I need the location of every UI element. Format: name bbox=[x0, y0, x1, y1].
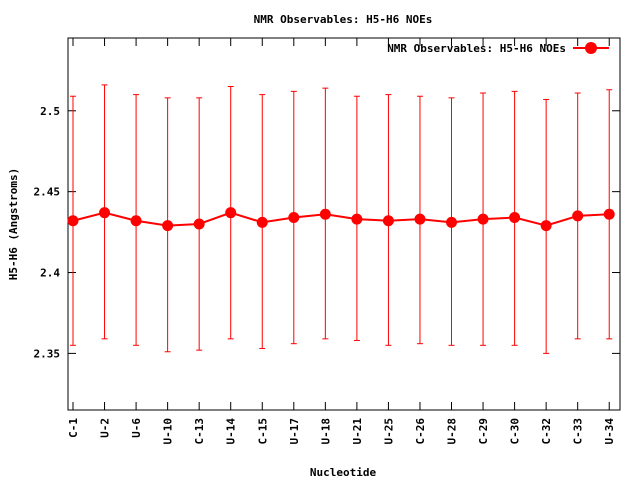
data-point bbox=[446, 216, 458, 228]
x-axis: C-1 U-2 U-6 U-10 C-13 U-14 C-15 U-17 U-18 U-21 U-2… bbox=[67, 38, 616, 445]
x-tick-label: U-14 bbox=[225, 418, 238, 445]
data-point bbox=[477, 213, 489, 225]
x-axis-label: Nucleotide bbox=[310, 466, 377, 479]
data-point bbox=[130, 215, 142, 227]
x-tick-label: U-6 bbox=[130, 418, 143, 438]
data-point bbox=[256, 216, 268, 228]
data-point bbox=[288, 212, 300, 224]
x-tick-label: U-10 bbox=[162, 418, 175, 445]
x-tick-label: U-17 bbox=[288, 418, 301, 445]
data-point bbox=[67, 215, 79, 227]
x-tick-label: U-2 bbox=[99, 418, 112, 438]
legend: NMR Observables: H5-H6 NOEs bbox=[387, 42, 609, 55]
data-point bbox=[382, 215, 394, 227]
legend-marker bbox=[585, 42, 597, 54]
data-point bbox=[572, 210, 584, 222]
y-tick-label: 2.4 bbox=[40, 267, 60, 280]
x-tick-label: C-1 bbox=[67, 418, 80, 438]
y-axis: 2.35 2.4 2.45 2.5 bbox=[34, 105, 620, 360]
x-tick-label: C-32 bbox=[540, 418, 553, 445]
x-tick-label: U-28 bbox=[446, 418, 459, 445]
chart-title: NMR Observables: H5-H6 NOEs bbox=[254, 13, 433, 26]
data-point bbox=[225, 207, 237, 219]
data-point bbox=[351, 213, 363, 225]
data-point bbox=[162, 220, 174, 232]
y-tick-label: 2.5 bbox=[40, 105, 60, 118]
y-axis-label: H5-H6 (Angstroms) bbox=[7, 168, 20, 281]
series-layer bbox=[67, 207, 615, 232]
plot-frame bbox=[67, 37, 621, 411]
x-tick-label: U-34 bbox=[603, 418, 616, 445]
x-tick-label: C-33 bbox=[572, 418, 585, 445]
y-tick-label: 2.45 bbox=[34, 186, 61, 199]
x-tick-label: C-29 bbox=[477, 418, 490, 445]
x-tick-label: C-15 bbox=[256, 418, 269, 445]
data-point bbox=[540, 220, 552, 232]
x-tick-label: C-13 bbox=[193, 418, 206, 445]
data-point bbox=[603, 208, 615, 220]
x-tick-label: C-30 bbox=[509, 418, 522, 445]
data-point bbox=[99, 207, 111, 219]
error-bars bbox=[70, 84, 613, 354]
y-tick-label: 2.35 bbox=[34, 347, 61, 360]
data-point bbox=[193, 218, 205, 230]
x-tick-label: U-25 bbox=[382, 418, 395, 445]
data-point bbox=[414, 213, 426, 225]
series-line bbox=[72, 211, 610, 227]
x-tick-label: U-21 bbox=[351, 418, 364, 445]
x-tick-label: C-26 bbox=[414, 418, 427, 445]
data-point bbox=[319, 208, 331, 220]
legend-label: NMR Observables: H5-H6 NOEs bbox=[387, 42, 566, 55]
x-tick-label: U-18 bbox=[319, 418, 332, 445]
data-point bbox=[509, 212, 521, 224]
